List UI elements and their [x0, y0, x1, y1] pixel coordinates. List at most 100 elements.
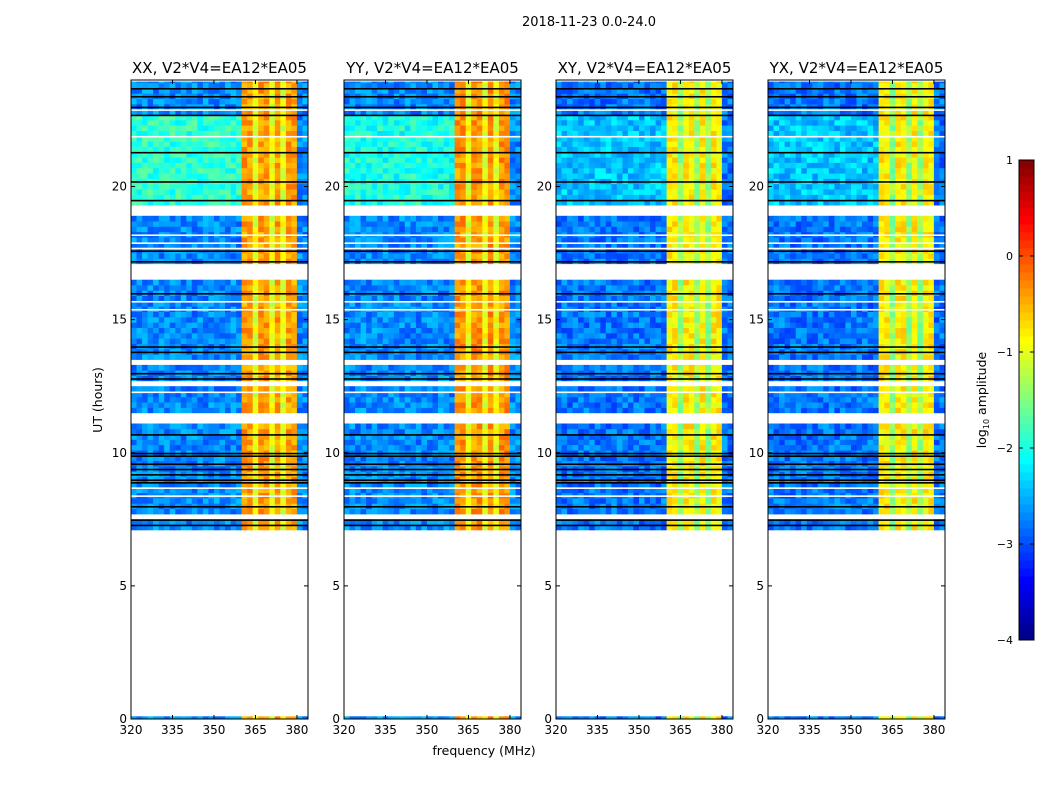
heatmap-cell	[438, 295, 444, 302]
heatmap-cell	[388, 311, 395, 318]
heatmap-cell	[476, 183, 483, 190]
heatmap-cell	[136, 125, 143, 131]
heatmap-cell	[471, 402, 478, 408]
heatmap-cell	[136, 407, 143, 414]
heatmap-cell	[247, 487, 254, 494]
heatmap-cell	[471, 519, 478, 525]
heatmap-cell	[263, 482, 270, 488]
heatmap-cell	[438, 317, 444, 323]
heatmap-cell	[382, 285, 389, 291]
heatmap-cell	[302, 189, 309, 195]
heatmap-cell	[482, 295, 489, 302]
heatmap-cell	[219, 455, 226, 462]
heatmap-cell	[202, 125, 209, 131]
heatmap-cell	[136, 338, 143, 344]
heatmap-cell	[349, 524, 356, 531]
heatmap-cell	[504, 338, 511, 344]
heatmap-cell	[476, 114, 483, 121]
heatmap-cell	[230, 716, 237, 720]
heatmap-cell	[449, 354, 455, 360]
heatmap-cell	[432, 146, 439, 153]
heatmap-cell	[438, 396, 444, 403]
heatmap-cell	[371, 317, 378, 323]
heatmap-cell	[410, 402, 417, 408]
heatmap-cell	[460, 332, 467, 339]
heatmap-cell	[247, 327, 254, 334]
heatmap-cell	[432, 301, 439, 307]
heatmap-cell	[214, 396, 220, 403]
heatmap-cell	[258, 167, 265, 174]
heatmap-cell	[291, 524, 298, 531]
heatmap-cell	[296, 135, 303, 142]
flagged-dark-line	[131, 506, 308, 508]
heatmap-cell	[371, 82, 378, 89]
heatmap-cell	[509, 114, 516, 121]
heatmap-cell	[230, 237, 237, 243]
heatmap-cell	[449, 498, 455, 504]
heatmap-cell	[142, 151, 148, 158]
heatmap-cell	[371, 498, 378, 504]
heatmap-cell	[191, 162, 198, 169]
heatmap-cell	[476, 482, 483, 488]
heatmap-cell	[131, 98, 137, 105]
heatmap-cell	[504, 402, 511, 408]
heatmap-cell	[449, 226, 455, 233]
heatmap-cell	[465, 439, 472, 446]
heatmap-cell	[438, 88, 444, 94]
heatmap-cell	[252, 487, 259, 494]
heatmap-cell	[366, 226, 372, 233]
heatmap-cell	[164, 199, 171, 206]
heatmap-cell	[432, 215, 439, 222]
heatmap-cell	[269, 716, 276, 720]
heatmap-cell	[302, 487, 309, 494]
heatmap-cell	[498, 162, 505, 169]
heatmap-cell	[241, 109, 248, 115]
heatmap-cell	[285, 439, 292, 446]
heatmap-cell	[214, 285, 220, 291]
heatmap-cell	[360, 141, 367, 147]
heatmap-cell	[302, 242, 309, 249]
heatmap-cell	[197, 295, 204, 302]
heatmap-cell	[191, 524, 198, 531]
heatmap-cell	[147, 327, 154, 334]
heatmap-cell	[175, 428, 182, 435]
heatmap-cell	[263, 402, 270, 408]
heatmap-cell	[344, 434, 350, 440]
heatmap-cell	[415, 317, 422, 323]
heatmap-cell	[471, 455, 478, 462]
heatmap-cell	[371, 130, 378, 137]
heatmap-cell	[164, 439, 171, 446]
heatmap-cell	[388, 88, 395, 94]
heatmap-cell	[230, 498, 237, 504]
heatmap-cell	[482, 332, 489, 339]
heatmap-cell	[432, 434, 439, 440]
heatmap-cell	[302, 119, 309, 126]
heatmap-cell	[280, 135, 287, 142]
heatmap-cell	[509, 519, 516, 525]
heatmap-cell	[175, 301, 182, 307]
heatmap-cell	[263, 221, 270, 227]
heatmap-cell	[142, 226, 148, 233]
heatmap-cell	[147, 428, 154, 435]
heatmap-cell	[147, 98, 154, 105]
heatmap-cell	[393, 237, 400, 243]
heatmap-cell	[142, 157, 148, 163]
heatmap-cell	[443, 332, 450, 339]
heatmap-cell	[302, 199, 309, 206]
heatmap-cell	[465, 364, 472, 371]
heatmap-cell	[169, 157, 176, 163]
heatmap-cell	[285, 498, 292, 504]
heatmap-cell	[410, 167, 417, 174]
heatmap-cell	[164, 173, 171, 179]
heatmap-cell	[180, 423, 187, 430]
heatmap-cell	[236, 194, 242, 201]
heatmap-cell	[175, 423, 182, 430]
heatmap-cell	[280, 130, 287, 137]
heatmap-cell	[432, 221, 439, 227]
heatmap-cell	[296, 508, 303, 515]
heatmap-cell	[180, 391, 187, 398]
heatmap-cell	[241, 317, 248, 323]
heatmap-cell	[147, 82, 154, 89]
heatmap-cell	[465, 311, 472, 318]
heatmap-cell	[360, 317, 367, 323]
